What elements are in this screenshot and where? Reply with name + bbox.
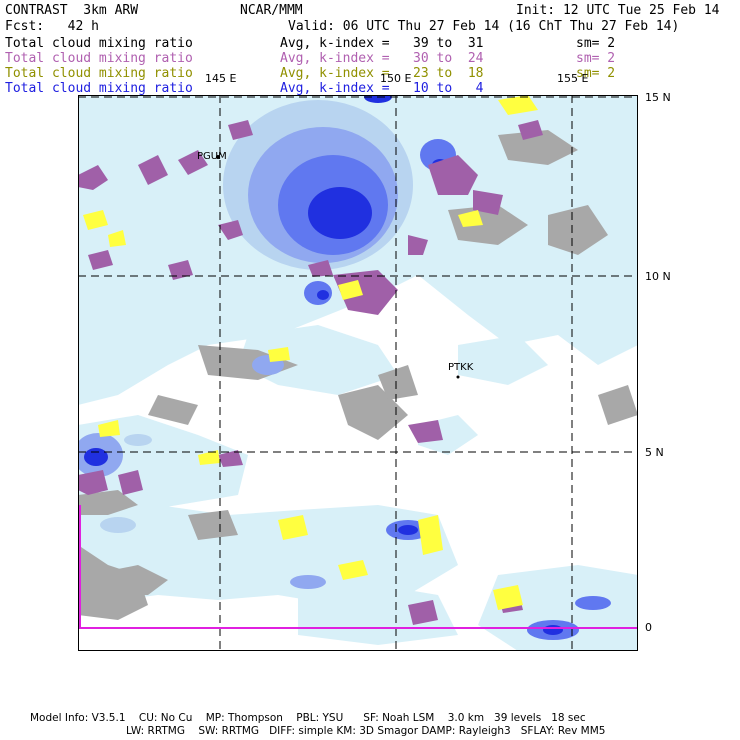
legend-sm-2: sm= 2	[576, 51, 616, 66]
forecast-hour: Fcst: 42 h	[5, 19, 99, 34]
model-title: CONTRAST 3km ARW	[5, 3, 139, 18]
legend-label-4: Total cloud mixing ratio	[5, 81, 193, 96]
legend-stats-4: Avg, k-index = 10 to 4	[280, 81, 484, 96]
legend-stats-3: Avg, k-index = 23 to 18	[280, 66, 484, 81]
init-time: Init: 12 UTC Tue 25 Feb 14	[516, 3, 720, 18]
station-ptkk-label: PTKK	[448, 362, 474, 373]
center-title: NCAR/MMM	[240, 3, 303, 18]
legend-label-1: Total cloud mixing ratio	[5, 36, 193, 51]
legend-sm-1: sm= 2	[576, 36, 616, 51]
station-pgum-marker	[216, 155, 220, 159]
lat-label-5n: 5 N	[645, 446, 664, 459]
legend-stats-2: Avg, k-index = 30 to 24	[280, 51, 484, 66]
lat-label-0: 0	[645, 621, 652, 634]
legend-label-3: Total cloud mixing ratio	[5, 66, 193, 81]
gray-cloud-field	[78, 130, 638, 620]
cloud-map	[78, 95, 638, 651]
lon-label-155: 155 E	[557, 72, 589, 85]
legend-sm-3: sm= 2	[576, 66, 616, 81]
station-pgum-label: PGUM	[197, 151, 227, 162]
lat-lon-grid	[78, 95, 638, 651]
yellow-cloud-field	[83, 95, 538, 610]
legend-stats-1: Avg, k-index = 39 to 31	[280, 36, 484, 51]
lat-label-10n: 10 N	[645, 270, 671, 283]
legend-label-2: Total cloud mixing ratio	[5, 51, 193, 66]
valid-time: Valid: 06 UTC Thu 27 Feb 14 (16 ChT Thu …	[288, 19, 680, 34]
lat-label-15n: 15 N	[645, 91, 671, 104]
model-info-line-1: Model Info: V3.5.1 CU: No Cu MP: Thompso…	[30, 712, 586, 724]
station-ptkk-marker	[456, 375, 460, 379]
purple-cloud-field	[78, 120, 543, 625]
model-info-line-2: LW: RRTMG SW: RRTMG DIFF: simple KM: 3D …	[126, 725, 606, 737]
convective-cells	[78, 95, 611, 640]
lon-label-150: 150 E	[380, 72, 412, 85]
lon-label-145: 145 E	[205, 72, 237, 85]
typhoon-cloud	[223, 100, 413, 270]
